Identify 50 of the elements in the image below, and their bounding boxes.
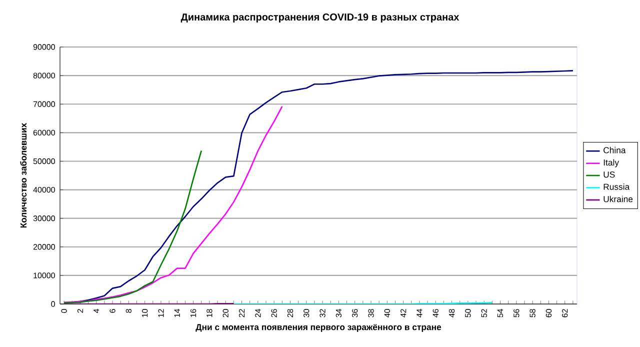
y-tick-label: 30000 (33, 216, 55, 222)
x-tick-label: 0 (61, 309, 67, 313)
x-tick-label: 52 (481, 309, 487, 318)
chart-title: Динамика распространения COVID-19 в разных странах (180, 13, 460, 23)
y-tick-label: 40000 (33, 186, 55, 193)
x-tick-label: 24 (255, 308, 261, 318)
x-tick-label: 14 (174, 308, 180, 318)
x-tick-label: 50 (465, 309, 471, 318)
x-tick-label: 10 (142, 309, 148, 318)
legend-label: Ukraine (604, 196, 633, 202)
x-tick-label: 12 (158, 309, 164, 318)
x-tick-label: 48 (448, 309, 455, 318)
x-tick-label: 34 (336, 308, 342, 318)
x-tick-label: 58 (530, 309, 536, 318)
x-tick-label: 22 (238, 309, 245, 318)
x-tick-label: 16 (190, 309, 196, 318)
x-tick-label: 6 (110, 309, 116, 313)
x-tick-label: 38 (368, 309, 374, 318)
legend-label: China (604, 146, 626, 154)
x-tick-label: 44 (416, 308, 422, 318)
x-tick-label: 18 (206, 309, 212, 318)
x-axis-title: Дни с момента появления первого заражённого в стране (196, 324, 442, 332)
x-tick-label: 2 (77, 309, 83, 313)
y-tick-label: 10000 (34, 272, 55, 278)
y-tick-label: 0 (51, 301, 55, 307)
x-tick-label: 60 (546, 309, 552, 318)
y-tick-label: 50000 (33, 158, 55, 164)
y-tick-label: 20000 (33, 244, 55, 250)
x-tick-label: 8 (126, 309, 132, 313)
x-tick-label: 20 (222, 309, 228, 318)
x-tick-label: 54 (497, 308, 504, 318)
x-tick-label: 56 (514, 309, 520, 318)
x-tick-label: 40 (384, 309, 390, 318)
x-tick-label: 4 (94, 308, 100, 313)
y-axis-title: Количество заболевших (20, 122, 27, 228)
x-tick-label: 62 (562, 309, 568, 318)
x-tick-label: 36 (352, 309, 358, 318)
x-tick-label: 28 (287, 309, 294, 318)
legend-label: US (604, 171, 615, 178)
x-tick-label: 46 (432, 309, 438, 318)
y-tick-label: 70000 (33, 101, 55, 107)
y-tick-label: 60000 (33, 130, 55, 136)
x-tick-label: 26 (271, 309, 277, 318)
x-tick-label: 30 (304, 309, 310, 318)
x-tick-label: 32 (320, 309, 326, 318)
y-tick-label: 80000 (33, 72, 55, 78)
y-tick-label: 90000 (33, 44, 55, 50)
legend-label: Russia (604, 184, 630, 190)
legend-label: Italy (604, 159, 619, 168)
x-tick-label: 42 (400, 309, 406, 318)
